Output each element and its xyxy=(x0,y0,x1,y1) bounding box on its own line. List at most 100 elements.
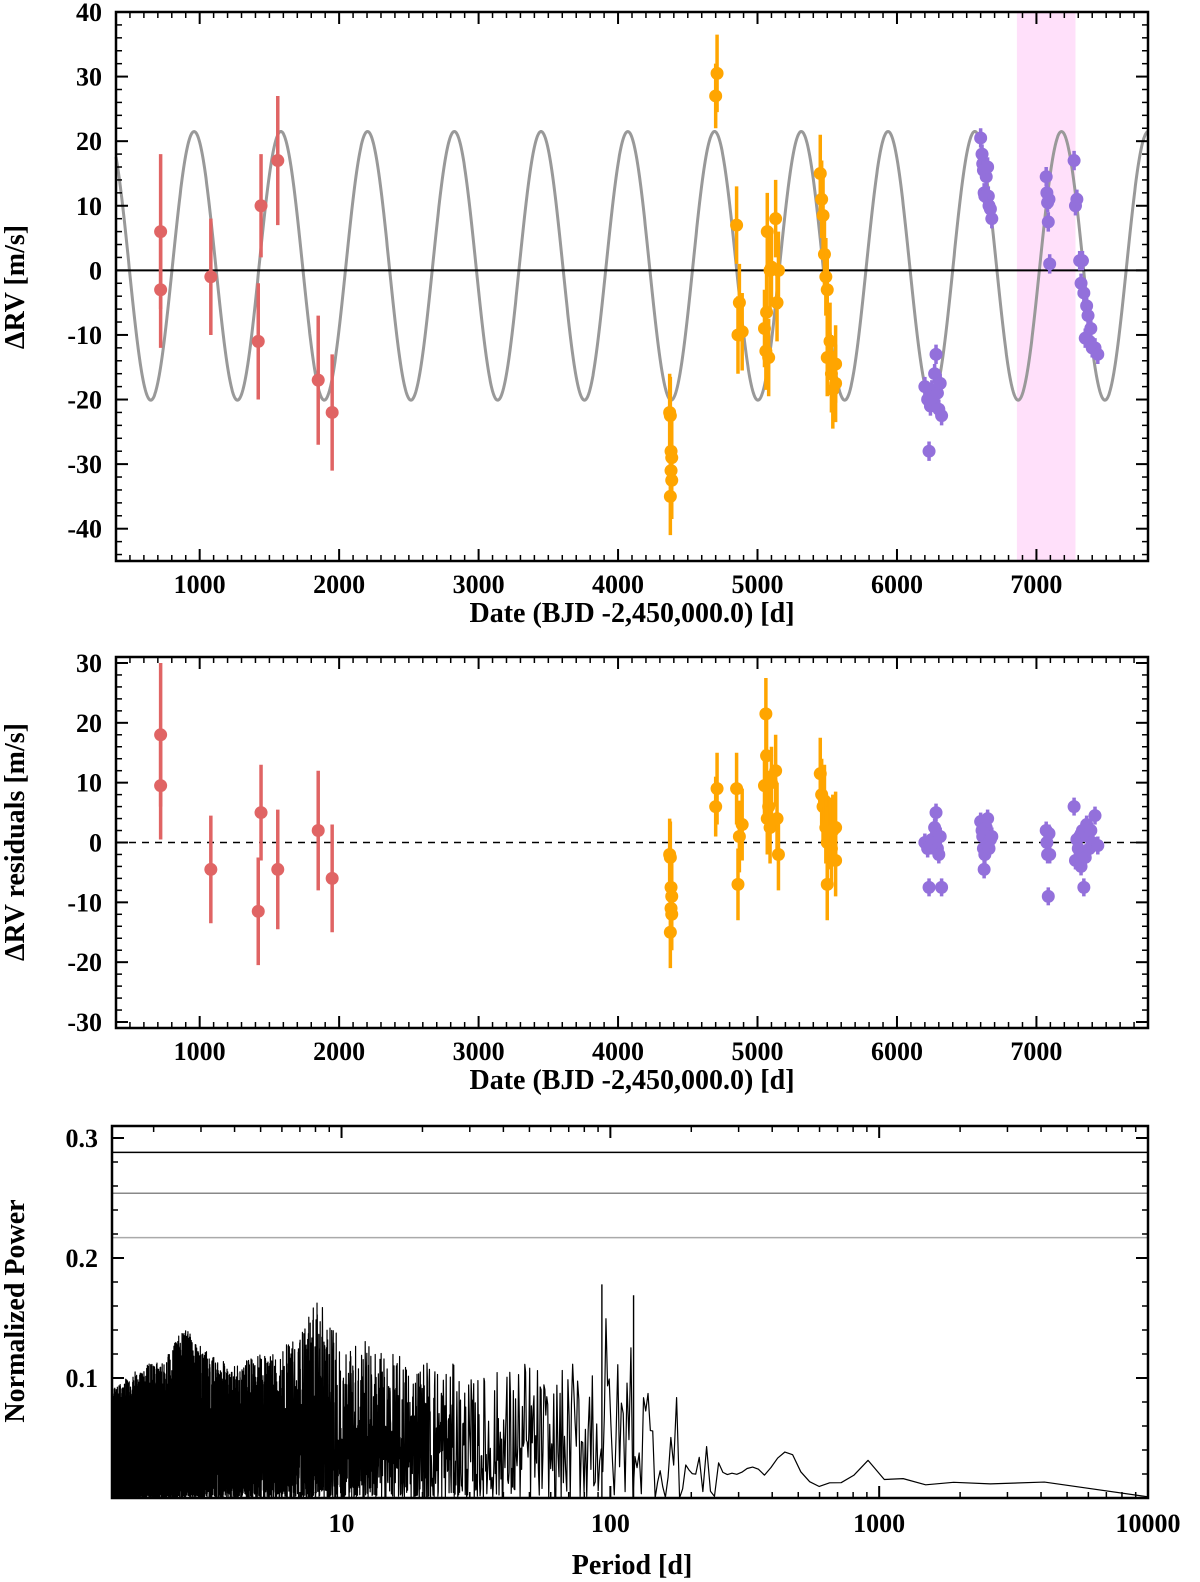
periodogram-x-axis-label: Period [d] xyxy=(572,1550,693,1581)
y-tick-label: 30 xyxy=(76,63,102,92)
data-point-instrument-C xyxy=(1043,257,1057,271)
periodogram-curve xyxy=(111,1302,1149,1499)
data-point-instrument-B xyxy=(710,66,724,80)
data-point-instrument-C xyxy=(1081,309,1095,323)
x-tick-label: 3000 xyxy=(453,570,505,599)
data-point-instrument-C xyxy=(929,806,943,820)
x-tick-label: 4000 xyxy=(592,1037,644,1066)
x-tick-label: 2000 xyxy=(313,1037,365,1066)
data-point-instrument-C xyxy=(1075,254,1089,268)
data-point-instrument-C xyxy=(977,862,991,876)
x-tick-label: 6000 xyxy=(871,1037,923,1066)
data-point-instrument-B xyxy=(763,821,777,835)
y-tick-label: 0.3 xyxy=(66,1124,99,1153)
periodogram-peaks xyxy=(601,1284,635,1498)
data-point-instrument-A xyxy=(311,373,325,387)
data-point-instrument-B xyxy=(829,821,843,835)
data-point-instrument-C xyxy=(985,212,999,226)
highlight-band xyxy=(1016,12,1076,561)
x-tick-label: 6000 xyxy=(871,570,923,599)
data-point-instrument-C xyxy=(1042,192,1056,206)
data-point-instrument-C xyxy=(1088,809,1102,823)
data-point-instrument-B xyxy=(732,830,746,844)
x-tick-label: 100 xyxy=(591,1509,630,1538)
y-tick-label: 30 xyxy=(76,649,102,678)
residuals-ticks: 1000 2000 3000 4000 5000 6000 7000 -30 -20 -10 0 10… xyxy=(67,649,1149,1066)
periodogram-panel: 10 100 1000 10000 0.1 0.2 0.3 Period [d] Norma… xyxy=(0,1124,1181,1581)
data-point-instrument-B xyxy=(710,782,724,796)
data-point-instrument-C xyxy=(1091,347,1105,361)
x-tick-label: 1000 xyxy=(174,570,226,599)
residual-points xyxy=(154,662,1105,969)
data-point-instrument-A xyxy=(154,283,168,297)
y-tick-label: 0.2 xyxy=(66,1244,99,1273)
residuals-x-axis-label: Date (BJD -2,450,000.0) [d] xyxy=(469,1065,794,1096)
x-tick-label: 7000 xyxy=(1010,1037,1062,1066)
data-point-instrument-A xyxy=(325,405,339,419)
data-point-instrument-C xyxy=(922,880,936,894)
y-tick-label: -30 xyxy=(67,450,102,479)
data-point-instrument-B xyxy=(769,212,783,226)
data-point-instrument-C xyxy=(1071,841,1085,855)
data-point-instrument-C xyxy=(1041,215,1055,229)
data-point-instrument-C xyxy=(1042,827,1056,841)
data-point-instrument-A xyxy=(271,154,285,168)
y-tick-label: -30 xyxy=(67,1008,102,1037)
data-point-instrument-C xyxy=(1077,880,1091,894)
data-point-instrument-C xyxy=(935,409,949,423)
data-point-instrument-C xyxy=(1077,286,1091,300)
data-point-instrument-A xyxy=(251,334,265,348)
data-point-instrument-A xyxy=(251,904,265,918)
data-point-instrument-C xyxy=(1067,800,1081,814)
data-point-instrument-B xyxy=(730,782,744,796)
data-point-instrument-C xyxy=(933,376,947,390)
y-tick-label: -40 xyxy=(67,515,102,544)
data-point-instrument-C xyxy=(1084,321,1098,335)
data-point-instrument-B xyxy=(663,489,677,503)
x-tick-label: 1000 xyxy=(853,1509,905,1538)
data-point-instrument-C xyxy=(929,347,943,361)
x-tick-label: 10000 xyxy=(1116,1509,1181,1538)
x-tick-label: 10 xyxy=(329,1509,355,1538)
x-tick-label: 5000 xyxy=(732,1037,784,1066)
y-tick-label: -10 xyxy=(67,888,102,917)
data-point-instrument-C xyxy=(985,830,999,844)
y-tick-label: 0.1 xyxy=(66,1364,99,1393)
y-tick-label: -20 xyxy=(67,948,102,977)
fap-levels xyxy=(112,1151,1148,1239)
data-point-instrument-C xyxy=(928,367,942,381)
data-point-instrument-B xyxy=(771,263,785,277)
data-point-instrument-C xyxy=(1039,170,1053,184)
x-tick-label: 3000 xyxy=(453,1037,505,1066)
y-tick-label: 10 xyxy=(76,192,102,221)
data-point-instrument-B xyxy=(829,376,843,390)
rv-points xyxy=(154,34,1105,536)
data-point-instrument-B xyxy=(663,925,677,939)
data-point-instrument-C xyxy=(1084,824,1098,838)
rv-y-axis-label: ΔRV [m/s] xyxy=(0,225,31,349)
data-point-instrument-B xyxy=(730,218,744,232)
rv-panel: 1000 2000 3000 4000 5000 6000 7000 -40 -30 -20 -10… xyxy=(0,0,1150,629)
data-point-instrument-C xyxy=(1091,838,1105,852)
x-tick-label: 7000 xyxy=(1010,570,1062,599)
data-point-instrument-A xyxy=(271,862,285,876)
data-point-instrument-C xyxy=(935,880,949,894)
y-tick-label: -10 xyxy=(67,321,102,350)
y-tick-label: 20 xyxy=(76,127,102,156)
y-tick-label: 20 xyxy=(76,709,102,738)
data-point-instrument-A xyxy=(154,779,168,793)
y-tick-label: -20 xyxy=(67,386,102,415)
data-point-instrument-C xyxy=(933,830,947,844)
x-tick-label: 5000 xyxy=(732,570,784,599)
data-point-instrument-C xyxy=(1070,192,1084,206)
data-point-instrument-B xyxy=(820,283,834,297)
x-tick-label: 2000 xyxy=(313,570,365,599)
residuals-y-axis-label: ΔRV residuals [m/s] xyxy=(0,723,31,961)
data-point-instrument-B xyxy=(735,818,749,832)
data-point-instrument-B xyxy=(735,325,749,339)
rv-x-axis-label: Date (BJD -2,450,000.0) [d] xyxy=(469,598,794,629)
data-point-instrument-B xyxy=(759,707,773,721)
data-point-instrument-B xyxy=(769,764,783,778)
data-point-instrument-A xyxy=(204,862,218,876)
